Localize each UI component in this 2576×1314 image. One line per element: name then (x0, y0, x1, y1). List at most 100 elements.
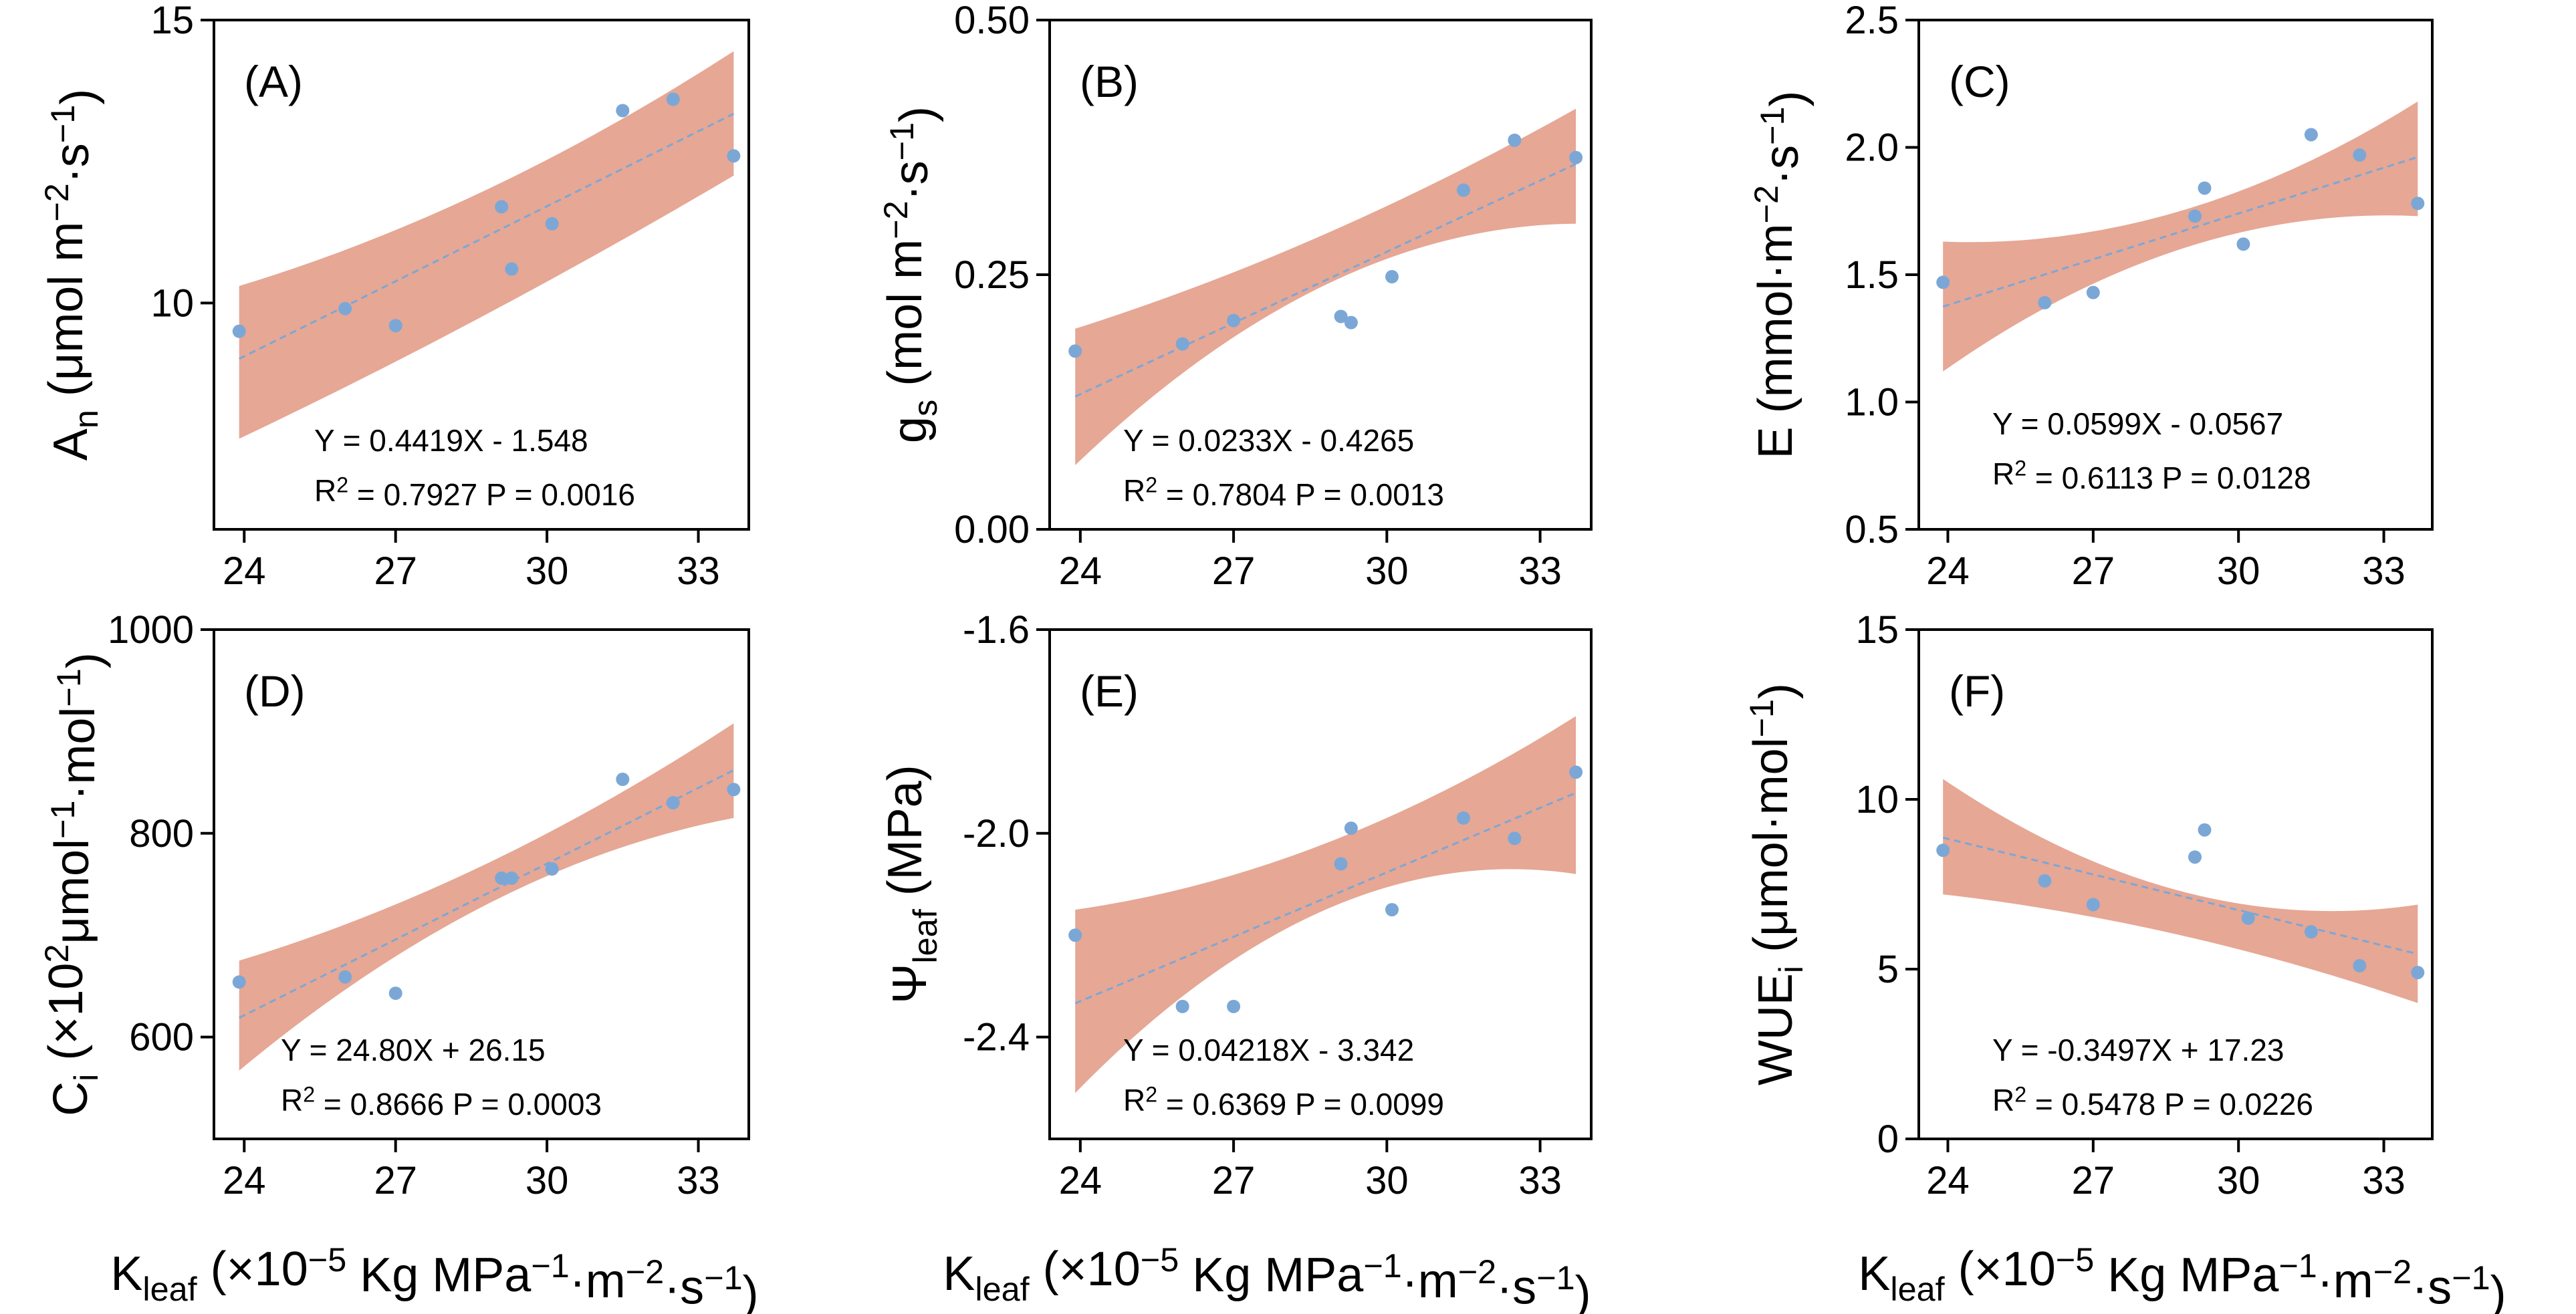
plot-frame (1917, 628, 2434, 1140)
panel-label: (F) (1949, 666, 2005, 716)
x-tick-label: 33 (1518, 1159, 1562, 1202)
data-point (727, 149, 741, 163)
data-point (2188, 850, 2202, 864)
regression-equation: Y = 0.04218X - 3.342 (1123, 1033, 1414, 1067)
y-axis-label: An (μmol m−2·s−1) (37, 89, 105, 461)
panel-b: 24 27 30 33 0.00 0.25 0.50 (B) Y = 0.0233X - 0.4… (876, 0, 1593, 593)
plot-frame (213, 19, 750, 531)
panel-label: (D) (244, 666, 306, 716)
regression-equation: Y = -0.3497X + 17.23 (1992, 1033, 2285, 1067)
data-point (666, 92, 680, 106)
x-tick-label: 33 (677, 1159, 720, 1202)
x-tick-label: 27 (374, 549, 417, 593)
data-point (666, 796, 680, 810)
panel-c: 24 27 30 33 0.5 1.0 1.5 2.0 2.5 (C) Y = 0.0599X - … (1747, 0, 2434, 593)
data-point (1569, 150, 1583, 164)
x-tick-label: 33 (2362, 1159, 2406, 1202)
x-tick-label: 27 (1212, 1159, 1256, 1202)
y-tick-label: 2.0 (1845, 126, 1899, 170)
data-point (1385, 903, 1399, 917)
x-tick-label: 24 (1059, 1159, 1102, 1202)
y-tick-label: 0.50 (954, 0, 1030, 42)
regression-stats: R2 = 0.6369 P = 0.0099 (1123, 1082, 1444, 1121)
panel-label: (B) (1080, 57, 1139, 106)
data-point (1936, 275, 1950, 289)
data-point (1334, 857, 1348, 871)
regression-line (239, 112, 735, 360)
y-tick-label: 15 (1855, 608, 1899, 652)
y-tick-label: 1000 (108, 608, 194, 652)
confidence-band (1943, 779, 2418, 1003)
data-point (1344, 821, 1358, 835)
regression-stats: R2 = 0.8666 P = 0.0003 (281, 1082, 602, 1121)
data-point (232, 324, 246, 338)
y-tick-label: 1.0 (1845, 381, 1899, 424)
panel-f: 24 27 30 33 0 5 10 15 (F) Y = -0.3497X + 17.23 R2 … (1742, 608, 2506, 1314)
y-tick-label: 0 (1877, 1118, 1899, 1161)
regression-equation: Y = 0.4419X - 1.548 (314, 423, 588, 458)
data-point (1508, 133, 1522, 147)
data-point (1344, 315, 1358, 330)
data-point (1334, 309, 1348, 323)
x-tick-label: 30 (2217, 1159, 2260, 1202)
data-point (1456, 183, 1470, 197)
data-point (2304, 128, 2318, 142)
confidence-band (1075, 716, 1576, 1093)
panel-d: 24 27 30 33 600 800 1000 (D) Y = 24.80X + 26.15 R… (37, 608, 759, 1314)
plot-frame (213, 628, 750, 1140)
x-tick-label: 27 (374, 1159, 417, 1202)
data-point (1068, 928, 1082, 942)
regression-line (1942, 156, 2418, 308)
regression-line (1074, 162, 1576, 398)
x-tick-label: 30 (1365, 1159, 1409, 1202)
data-point (2236, 237, 2250, 251)
regression-equation: Y = 24.80X + 26.15 (281, 1033, 546, 1067)
panel-label: (A) (244, 57, 303, 106)
data-point (1936, 843, 1950, 858)
x-tick-label: 30 (525, 1159, 569, 1202)
data-point (1569, 765, 1583, 779)
regression-equation: Y = 0.0233X - 0.4265 (1123, 423, 1414, 458)
data-point (338, 970, 352, 984)
x-axis-label: Kleaf (×10−5 Kg MPa−1·m−2·s−1) (943, 1240, 1591, 1314)
y-tick-label: 15 (150, 0, 194, 42)
y-tick-label: -2.0 (963, 812, 1030, 856)
data-point (2411, 196, 2425, 211)
data-point (2038, 874, 2052, 888)
regression-stats: R2 = 0.7927 P = 0.0016 (314, 473, 635, 511)
confidence-band (1943, 101, 2418, 372)
data-point (2086, 285, 2100, 299)
x-tick-label: 33 (1518, 549, 1562, 593)
y-tick-label: 5 (1877, 948, 1899, 991)
data-point (2188, 209, 2202, 223)
data-point (545, 862, 559, 876)
data-point (1227, 313, 1241, 327)
data-point (2411, 966, 2425, 980)
x-tick-label: 24 (1059, 549, 1102, 593)
x-tick-label: 24 (223, 1159, 266, 1202)
regression-stats: R2 = 0.7804 P = 0.0013 (1123, 473, 1444, 511)
data-point (1068, 344, 1082, 358)
data-point (2086, 898, 2100, 912)
data-point (616, 773, 630, 787)
plot-frame (1048, 628, 1593, 1140)
regression-line (1942, 836, 2418, 955)
data-point (232, 975, 246, 989)
y-axis-label: Ci (×102μmol−1·mol−1) (37, 652, 111, 1116)
confidence-band (239, 51, 734, 439)
data-point (495, 871, 509, 885)
y-tick-label: 0.25 (954, 253, 1030, 297)
data-point (1175, 999, 1189, 1013)
y-tick-label: 10 (1855, 778, 1899, 821)
data-point (1456, 811, 1470, 825)
data-point (727, 783, 741, 797)
x-tick-label: 30 (2217, 549, 2260, 593)
x-tick-label: 24 (1926, 1159, 1970, 1202)
panel-a: 24 27 30 33 10 15 (A) Y = 0.4419X - 1.548 R2 = 0… (37, 0, 750, 593)
data-point (545, 217, 559, 231)
y-axis-label: WUEi (μmol·mol−1) (1742, 683, 1810, 1085)
x-axis-label: Kleaf (×10−5 Kg MPa−1·m−2·s−1) (1858, 1240, 2506, 1314)
panel-label: (C) (1949, 57, 2010, 106)
data-point (1385, 270, 1399, 284)
data-point (505, 262, 519, 276)
